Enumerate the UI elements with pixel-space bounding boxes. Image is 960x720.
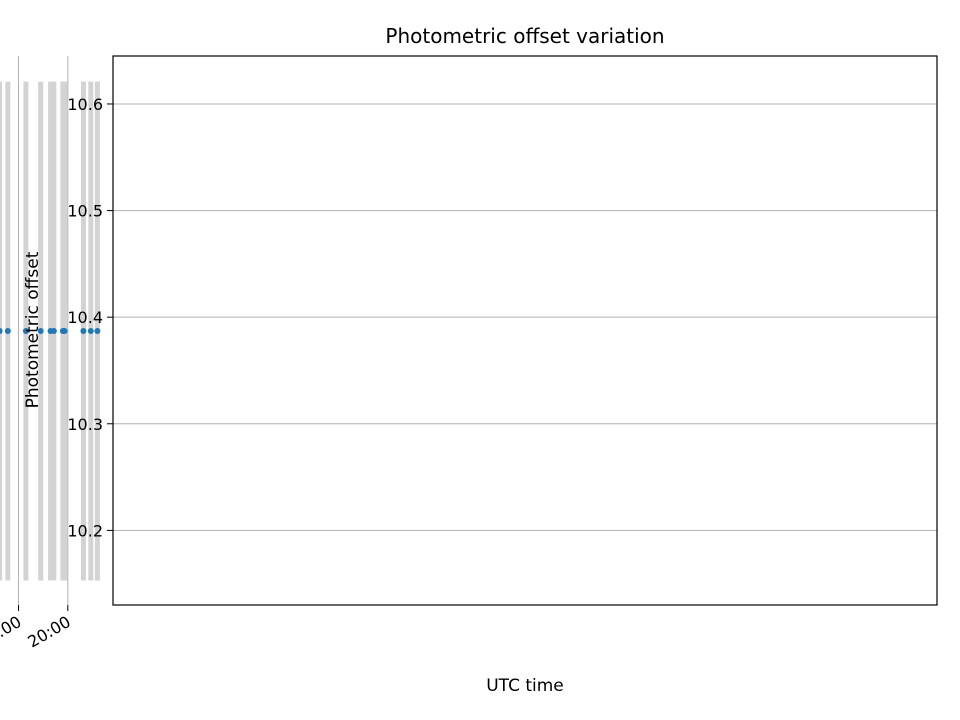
data-points [0,328,101,335]
data-point [4,328,11,335]
data-point [47,328,54,335]
data-point [37,328,44,335]
data-point [0,328,3,335]
y-tick-label: 10.5 [67,202,103,221]
y-tick-label: 10.2 [67,521,103,540]
data-point [80,328,87,335]
y-tick-label: 10.3 [67,415,103,434]
data-point [59,328,66,335]
plot-frame [112,55,938,606]
y-tick-label: 10.6 [67,95,103,114]
grid-lines [18,56,937,605]
data-point [87,328,94,335]
y-axis-ticks: 10.2 10.3 10.4 10.5 10.6 [67,95,113,540]
data-point [94,328,101,335]
x-axis-label: UTC time [486,676,564,696]
x-tick-label: 21:00 [0,612,25,652]
y-axis-label: Photometric offset [23,251,43,408]
data-point [22,328,29,335]
x-tick-label: 20:00 [24,612,73,652]
y-tick-label: 10.4 [67,308,103,327]
chart-title: Photometric offset variation [385,24,664,48]
